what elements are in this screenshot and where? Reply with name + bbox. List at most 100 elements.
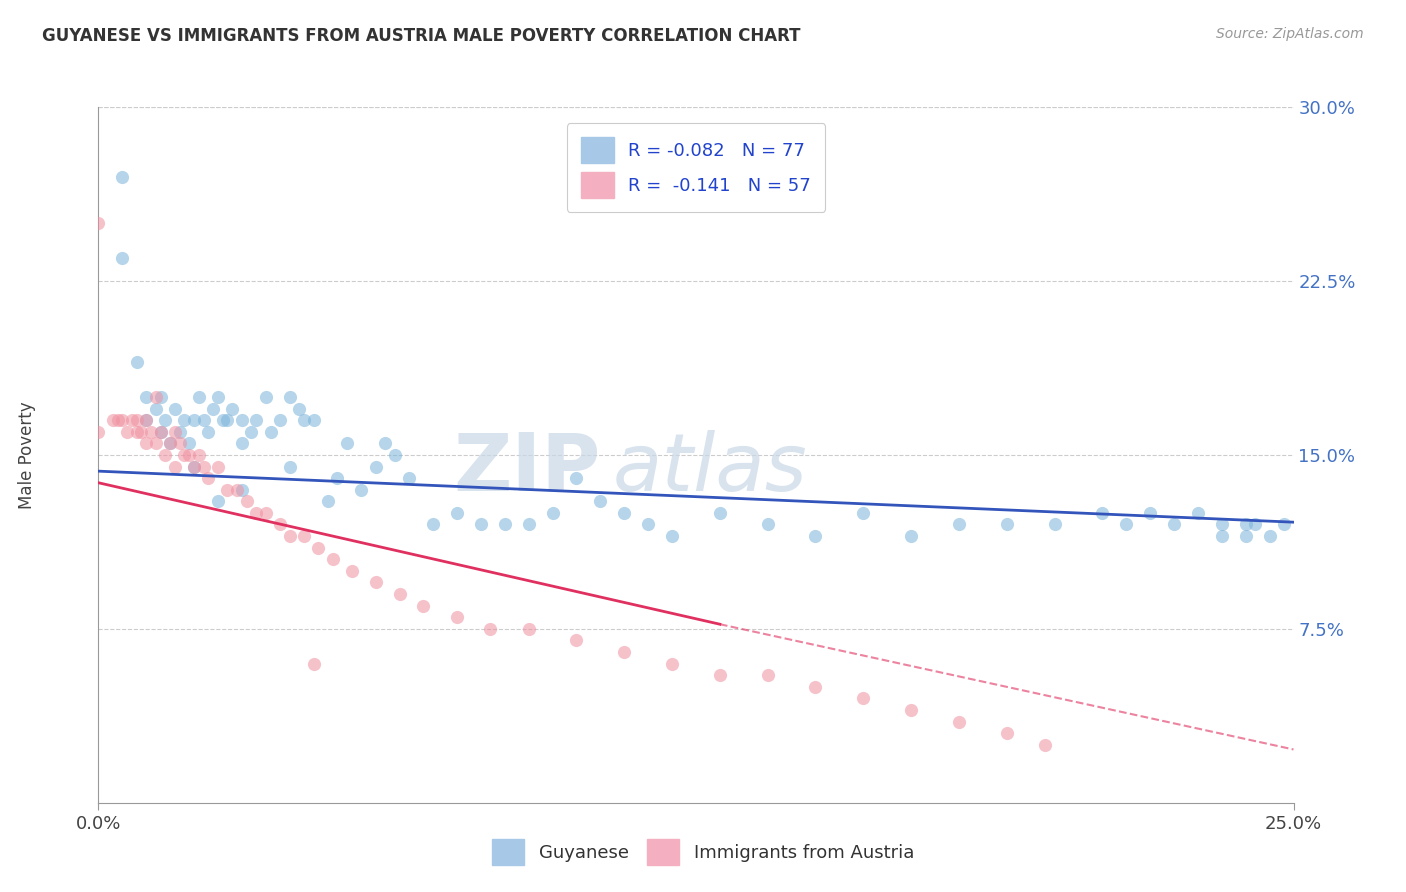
Point [388,587,411,601]
Point [307,541,329,555]
Point [179,448,201,462]
Point [398,471,420,485]
Point [1163,517,1185,532]
Point [107,413,129,427]
Point [231,436,253,450]
Point [1033,738,1056,752]
Point [756,668,779,682]
Point [350,483,373,497]
Point [155,448,177,462]
Point [517,622,540,636]
Point [292,413,315,427]
Point [364,575,387,590]
Point [1211,529,1233,543]
Point [1091,506,1114,520]
Point [187,390,209,404]
Point [756,517,779,532]
Point [374,436,396,450]
Point [173,413,195,427]
Point [101,413,124,427]
Point [197,471,219,485]
Point [121,413,143,427]
Point [155,413,177,427]
Point [145,436,167,450]
Point [207,390,229,404]
Point [446,610,468,624]
Point [900,529,922,543]
Point [115,425,138,439]
Point [804,529,827,543]
Point [135,390,157,404]
Text: ZIP: ZIP [453,430,600,508]
Point [336,436,359,450]
Point [197,425,219,439]
Point [613,645,636,659]
Y-axis label: Male Poverty: Male Poverty [18,401,37,508]
Point [470,517,492,532]
Point [1211,517,1233,532]
Text: Source: ZipAtlas.com: Source: ZipAtlas.com [1216,27,1364,41]
Point [139,425,162,439]
Point [322,552,344,566]
Point [1258,529,1281,543]
Point [589,494,612,508]
Point [163,425,186,439]
Point [125,413,148,427]
Point [479,622,502,636]
Point [193,459,215,474]
Point [565,471,588,485]
Point [135,413,157,427]
Point [269,517,291,532]
Point [149,425,172,439]
Point [111,413,134,427]
Point [231,413,253,427]
Point [288,401,311,416]
Point [422,517,444,532]
Point [159,436,181,450]
Point [661,657,683,671]
Point [193,413,215,427]
Point [852,691,875,706]
Point [231,483,253,497]
Point [278,529,301,543]
Point [211,413,233,427]
Point [613,506,636,520]
Point [111,169,134,184]
Point [494,517,516,532]
Point [326,471,349,485]
Point [995,517,1018,532]
Point [159,436,181,450]
Point [207,459,229,474]
Point [446,506,468,520]
Point [316,494,339,508]
Point [1043,517,1066,532]
Point [302,657,325,671]
Point [163,401,186,416]
Point [163,459,186,474]
Legend: Guyanese, Immigrants from Austria: Guyanese, Immigrants from Austria [482,830,924,874]
Point [1139,506,1161,520]
Point [179,436,201,450]
Point [254,390,277,404]
Point [183,413,205,427]
Point [226,483,249,497]
Text: atlas: atlas [612,430,807,508]
Point [135,436,157,450]
Point [254,506,277,520]
Point [173,448,195,462]
Point [202,401,225,416]
Point [384,448,406,462]
Point [1115,517,1137,532]
Text: GUYANESE VS IMMIGRANTS FROM AUSTRIA MALE POVERTY CORRELATION CHART: GUYANESE VS IMMIGRANTS FROM AUSTRIA MALE… [42,27,800,45]
Point [149,425,172,439]
Point [340,564,363,578]
Point [245,506,267,520]
Legend: R = -0.082   N = 77, R =  -0.141   N = 57: R = -0.082 N = 77, R = -0.141 N = 57 [567,123,825,212]
Point [269,413,291,427]
Point [245,413,267,427]
Point [187,448,209,462]
Point [207,494,229,508]
Point [217,413,239,427]
Point [995,726,1018,740]
Point [278,459,301,474]
